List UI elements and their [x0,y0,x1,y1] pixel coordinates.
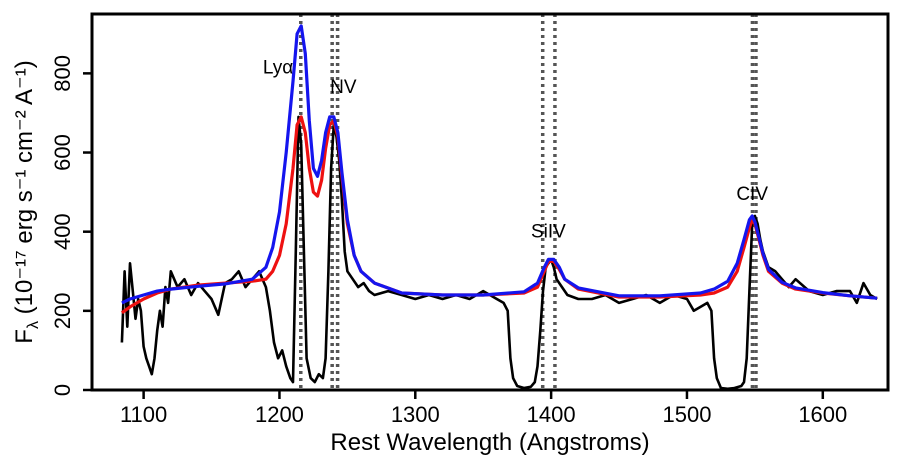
x-tick-label: 1500 [662,402,711,427]
y-axis-title-units: (10⁻¹⁷ erg s⁻¹ cm⁻² A⁻¹) [11,60,38,321]
line-annotation: Lyα [263,57,293,78]
x-tick-label: 1300 [391,402,440,427]
plot-frame [90,12,890,392]
x-tick-label: 1400 [527,402,576,427]
line-annotation: CIV [736,184,768,205]
series-layer [120,24,878,391]
x-axis-title: Rest Wavelength (Angstroms) [330,429,649,456]
y-tick-label: 0 [50,384,75,396]
series-line-2 [121,24,878,305]
x-axis: 1100 1200 1300 1400 1500 1600 [120,390,847,427]
line-annotation: SiIV [531,222,566,243]
y-tick-label: 800 [50,55,75,92]
x-tick-label: 1200 [255,402,304,427]
y-tick-label: 400 [50,213,75,250]
x-tick-label: 1100 [120,402,167,427]
y-tick-label: 600 [50,134,75,171]
y-axis-title-base: F [11,329,38,344]
line-annotation: NV [330,77,357,98]
reference-lines [299,14,758,390]
x-tick-label: 1600 [798,402,847,427]
y-axis: 0 200 400 600 800 [50,55,92,396]
line-annotations: Lyα NV SiIV CIV [263,57,768,242]
y-axis-title: Fλ (10⁻¹⁷ erg s⁻¹ cm⁻² A⁻¹) [11,60,42,343]
series-line-0 [120,115,878,391]
y-axis-title-subscript: λ [25,321,42,329]
y-tick-label: 200 [50,292,75,329]
